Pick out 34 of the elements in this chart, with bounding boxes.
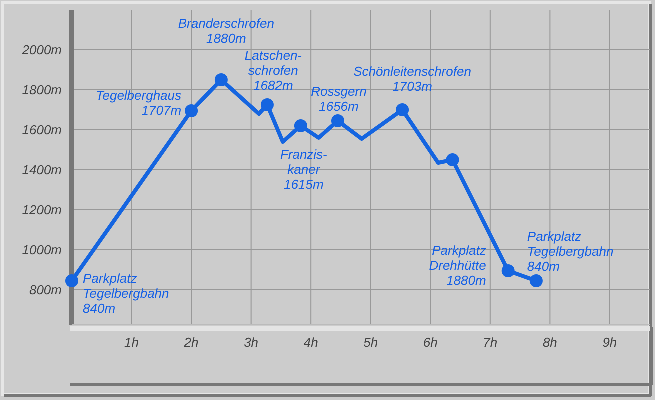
x-tick-label: 8h (542, 335, 558, 350)
x-tick-label: 9h (602, 335, 618, 350)
x-tick-label: 4h (304, 335, 318, 350)
annotation: Parkplatz Tegelbergbahn 840m (83, 271, 170, 316)
point (502, 264, 515, 278)
annotation: Franzis- kaner 1615m (280, 147, 328, 192)
y-tick-label: 800m (29, 282, 62, 298)
annotation: Latschen- schrofen 1682m (244, 48, 303, 93)
annotation: Rossgern 1656m (311, 84, 367, 114)
point (214, 74, 228, 86)
y-tick-label: 2000m (21, 42, 62, 58)
point (396, 104, 410, 116)
point (294, 120, 308, 132)
y-tick-label: 1400m (22, 162, 62, 178)
x-tick-label: 5h (364, 335, 378, 350)
x-tick-label: 2h (183, 335, 199, 350)
point (530, 274, 543, 288)
point (185, 104, 198, 118)
point (260, 98, 274, 112)
y-tick-label: 1200m (22, 202, 62, 218)
x-tick-label: 7h (483, 335, 498, 350)
point (446, 154, 460, 166)
y-tick-label: 1600m (22, 122, 62, 138)
annotation: Parkplatz Drehhütte 1880m (429, 243, 487, 288)
annotation: Parkplatz Tegelbergbahn 840m (527, 229, 614, 274)
x-tick-label: 6h (423, 335, 438, 350)
point (66, 274, 78, 288)
point (331, 114, 344, 128)
x-tick-label: 1h (124, 335, 140, 350)
y-tick-label: 1000m (22, 242, 62, 258)
annotation: Tegelberghaus 1707m (96, 88, 182, 118)
x-tick-label: 3h (244, 335, 259, 350)
y-tick-label: 1800m (22, 82, 62, 98)
annotation: Branderschrofen 1880m (178, 16, 274, 46)
